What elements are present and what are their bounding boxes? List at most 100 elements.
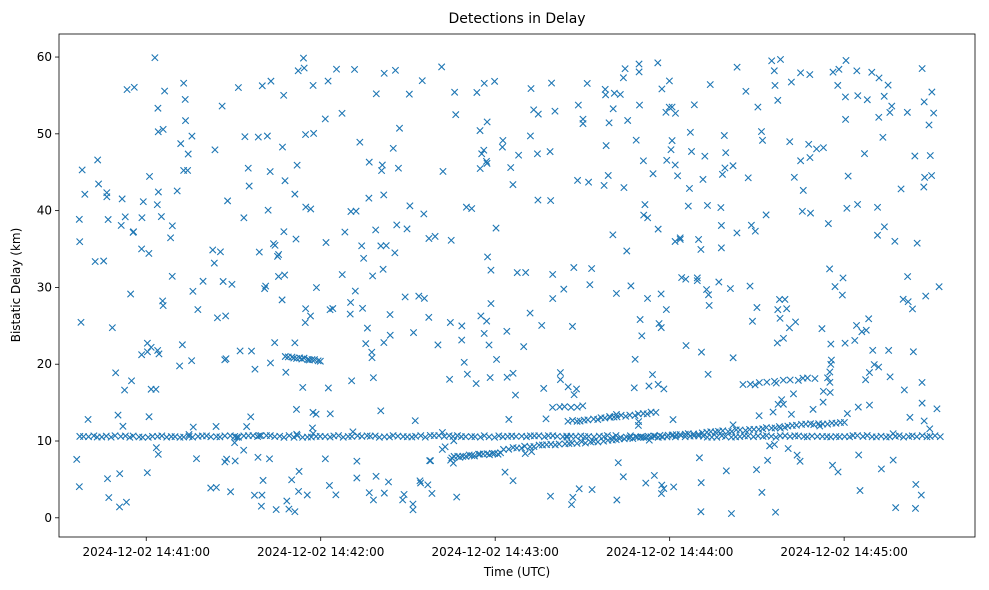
detection-point <box>334 431 343 440</box>
scatter-points <box>73 54 944 518</box>
detection-point <box>612 410 621 419</box>
detection-point <box>512 432 520 440</box>
detection-point <box>151 54 159 62</box>
detection-point <box>138 351 146 359</box>
detection-point <box>575 485 583 493</box>
detection-point <box>288 476 296 484</box>
detection-point <box>405 90 413 98</box>
detection-point <box>843 204 851 212</box>
y-tick-label: 20 <box>37 357 52 371</box>
detection-point <box>389 144 397 152</box>
detection-point <box>145 249 153 258</box>
detection-point <box>290 354 298 362</box>
detection-point <box>613 413 621 421</box>
detection-point <box>903 108 911 116</box>
detection-point <box>796 69 805 77</box>
detection-point <box>426 457 435 465</box>
detection-point <box>758 488 766 496</box>
detection-point <box>480 329 488 338</box>
detection-point <box>578 438 586 446</box>
detection-point <box>143 339 151 347</box>
detection-point <box>865 401 874 409</box>
detection-point <box>490 433 499 441</box>
detection-point <box>281 177 289 185</box>
detection-point <box>294 67 302 75</box>
detection-point <box>346 310 354 318</box>
detection-point <box>665 77 673 85</box>
detection-point <box>900 386 908 394</box>
detection-point <box>438 445 446 454</box>
detection-point <box>338 270 346 279</box>
detection-point <box>369 496 378 504</box>
detection-point <box>415 292 423 300</box>
detection-point <box>772 379 780 387</box>
detection-point <box>202 432 211 440</box>
detection-point <box>515 151 523 159</box>
detection-point <box>477 312 485 320</box>
x-tick-label: 2024-12-02 14:41:00 <box>83 545 210 559</box>
detection-point <box>933 405 941 413</box>
detection-point <box>431 232 439 240</box>
detection-point <box>266 167 274 176</box>
detection-point <box>623 247 631 255</box>
detection-point <box>280 433 288 441</box>
detection-point <box>609 231 617 239</box>
detection-point <box>472 379 480 388</box>
detection-point <box>207 433 215 441</box>
detection-point <box>281 352 289 361</box>
detection-point <box>406 202 414 210</box>
detection-point <box>329 304 337 313</box>
detection-point <box>920 183 928 191</box>
detection-point <box>654 59 662 67</box>
detection-point <box>368 348 376 356</box>
y-axis: 0 10 20 30 40 50 60 <box>37 50 59 525</box>
detection-point <box>678 273 686 282</box>
detection-point <box>488 449 496 457</box>
detection-point <box>288 353 296 361</box>
detection-point <box>535 432 543 440</box>
detection-point <box>863 96 871 104</box>
detection-point <box>610 89 618 97</box>
detection-point <box>588 485 596 494</box>
detection-point <box>152 444 160 452</box>
detection-point <box>588 264 596 273</box>
detection-point <box>629 435 637 443</box>
detection-point <box>853 67 861 75</box>
detection-point <box>509 477 517 485</box>
detection-point <box>240 446 248 454</box>
detection-point <box>513 269 521 277</box>
detection-point <box>605 119 613 127</box>
detection-point <box>891 237 899 245</box>
detection-point <box>636 315 644 324</box>
detection-point <box>234 83 242 92</box>
detection-point <box>643 294 652 303</box>
detection-point <box>928 88 936 96</box>
detection-point <box>776 55 785 64</box>
detection-point <box>856 486 864 495</box>
detection-point <box>184 166 192 175</box>
detection-point <box>138 214 146 222</box>
detection-point <box>619 74 628 82</box>
detection-point <box>458 322 466 330</box>
detection-point <box>278 143 287 151</box>
detection-point <box>789 390 798 398</box>
detection-point <box>192 455 201 463</box>
detection-point <box>144 433 152 441</box>
detection-point <box>662 108 670 116</box>
x-axis: 2024-12-02 14:41:00 2024-12-02 14:42:00 20… <box>83 537 908 559</box>
detection-point <box>563 433 571 441</box>
detection-point <box>892 504 900 512</box>
detection-point <box>352 207 360 215</box>
detection-point <box>654 380 662 388</box>
detection-point <box>844 172 852 180</box>
detection-point <box>258 82 266 90</box>
detection-point <box>645 382 653 390</box>
detection-point <box>843 410 851 418</box>
detection-point <box>694 430 703 438</box>
detection-point <box>257 431 265 440</box>
detection-point <box>189 423 197 431</box>
detection-point <box>573 403 581 411</box>
detection-point <box>411 417 419 425</box>
detection-point <box>272 505 280 514</box>
detection-point <box>324 384 332 392</box>
